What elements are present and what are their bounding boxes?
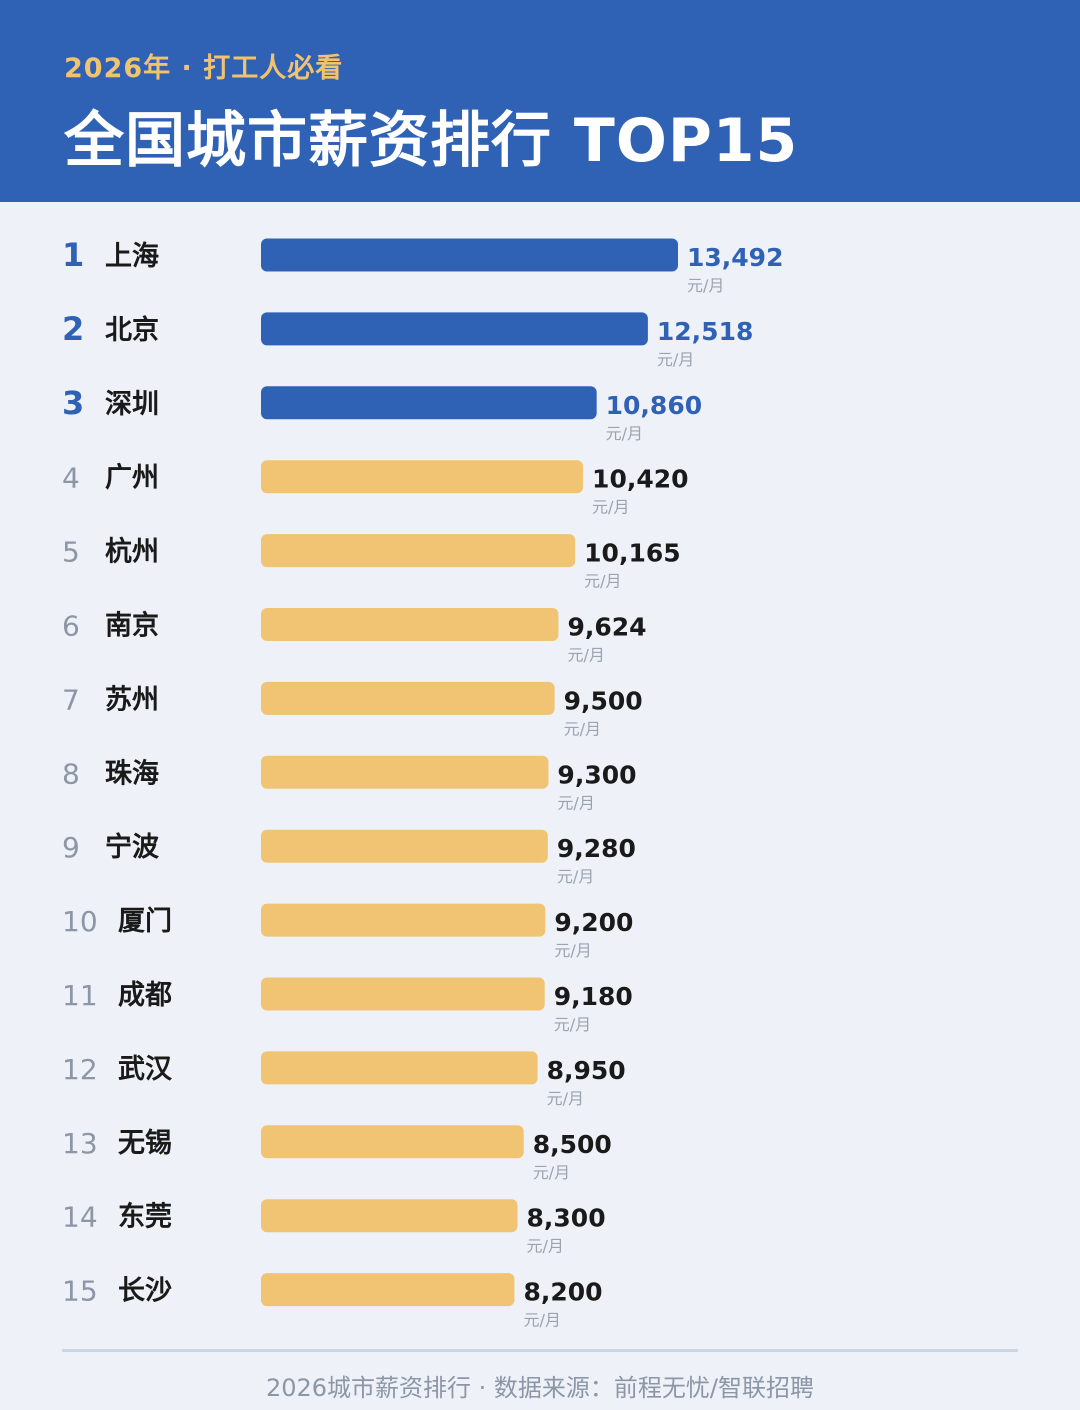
city-name: 上海 xyxy=(105,241,159,272)
footer-divider xyxy=(62,1349,1018,1352)
salary-bar xyxy=(261,681,555,715)
city-name: 厦门 xyxy=(118,906,172,937)
salary-value-label: 9,500 xyxy=(564,686,643,715)
city-name: 杭州 xyxy=(105,536,159,568)
salary-value-label: 9,280 xyxy=(557,834,636,863)
salary-unit-label: 元/月 xyxy=(557,867,594,886)
rank-number: 6 xyxy=(62,610,80,643)
salary-bar xyxy=(261,534,576,568)
salary-unit-label: 元/月 xyxy=(584,572,621,591)
rank-number: 12 xyxy=(62,1053,98,1086)
salary-value-label: 13,492 xyxy=(687,243,783,272)
city-name: 北京 xyxy=(105,314,159,346)
rank-number: 1 xyxy=(62,236,84,274)
footer-source: 2026城市薪资排行 · 数据来源：前程无忧/智联招聘 xyxy=(265,1374,815,1402)
salary-unit-label: 元/月 xyxy=(554,1015,591,1034)
salary-ranking-chart: 1 上海 13,492 元/月 2 北京 12,518 元/月 3 深圳 10,860 元/月 4 广州 1… xyxy=(62,236,783,1330)
city-name: 长沙 xyxy=(118,1276,172,1307)
salary-value-label: 9,300 xyxy=(557,760,636,789)
rank-number: 8 xyxy=(62,757,80,790)
salary-unit-label: 元/月 xyxy=(547,1089,584,1108)
city-name: 广州 xyxy=(105,463,159,494)
salary-unit-label: 元/月 xyxy=(687,276,724,295)
salary-unit-label: 元/月 xyxy=(533,1163,570,1182)
salary-value-label: 8,300 xyxy=(527,1204,606,1233)
salary-unit-label: 元/月 xyxy=(523,1311,560,1330)
salary-unit-label: 元/月 xyxy=(527,1237,564,1256)
rank-number: 5 xyxy=(62,536,80,569)
rank-number: 3 xyxy=(62,384,84,422)
rank-number: 14 xyxy=(62,1201,98,1234)
city-name: 苏州 xyxy=(105,684,159,715)
salary-bar xyxy=(261,977,545,1011)
salary-bar xyxy=(261,312,648,346)
salary-bar xyxy=(261,755,549,789)
city-name: 武汉 xyxy=(118,1054,173,1085)
salary-bar xyxy=(261,1125,524,1159)
salary-bar xyxy=(261,829,548,863)
salary-unit-label: 元/月 xyxy=(557,793,594,812)
salary-bar xyxy=(261,1273,515,1307)
rank-number: 11 xyxy=(62,979,98,1012)
salary-value-label: 8,500 xyxy=(533,1130,612,1159)
rank-number: 2 xyxy=(62,310,84,348)
salary-value-label: 8,950 xyxy=(547,1056,626,1085)
city-name: 宁波 xyxy=(105,831,160,863)
salary-bar xyxy=(261,903,546,937)
salary-value-label: 10,860 xyxy=(606,391,702,420)
salary-value-label: 8,200 xyxy=(523,1278,602,1307)
rank-number: 7 xyxy=(62,683,80,716)
salary-value-label: 10,420 xyxy=(592,465,688,494)
salary-unit-label: 元/月 xyxy=(592,498,629,517)
page-title: 全国城市薪资排行 TOP15 xyxy=(64,106,799,176)
salary-bar xyxy=(261,1051,538,1085)
rank-number: 13 xyxy=(62,1127,98,1160)
header-banner: 2026年 · 打工人必看 全国城市薪资排行 TOP15 xyxy=(0,0,1080,202)
city-name: 东莞 xyxy=(118,1201,172,1233)
salary-bar xyxy=(261,608,559,641)
salary-unit-label: 元/月 xyxy=(606,424,643,443)
rank-number: 4 xyxy=(62,462,80,495)
rank-number: 15 xyxy=(62,1275,98,1308)
salary-value-label: 9,180 xyxy=(554,982,633,1011)
rank-number: 10 xyxy=(62,905,98,938)
salary-unit-label: 元/月 xyxy=(564,719,601,738)
city-name: 成都 xyxy=(118,980,172,1011)
salary-unit-label: 元/月 xyxy=(554,941,591,960)
city-name: 无锡 xyxy=(118,1128,172,1159)
salary-value-label: 9,200 xyxy=(554,908,633,937)
city-name: 南京 xyxy=(105,610,159,642)
salary-unit-label: 元/月 xyxy=(567,646,604,665)
salary-bar xyxy=(261,386,597,420)
city-name: 珠海 xyxy=(105,758,159,789)
salary-value-label: 12,518 xyxy=(657,317,753,346)
city-name: 深圳 xyxy=(105,389,159,420)
salary-unit-label: 元/月 xyxy=(657,350,694,369)
salary-value-label: 10,165 xyxy=(584,539,680,568)
rank-number: 9 xyxy=(62,831,80,864)
salary-bar xyxy=(261,460,584,494)
header-subtitle: 2026年 · 打工人必看 xyxy=(64,53,344,84)
salary-value-label: 9,624 xyxy=(567,613,646,642)
salary-bar xyxy=(261,1199,518,1233)
salary-bar xyxy=(261,238,678,272)
